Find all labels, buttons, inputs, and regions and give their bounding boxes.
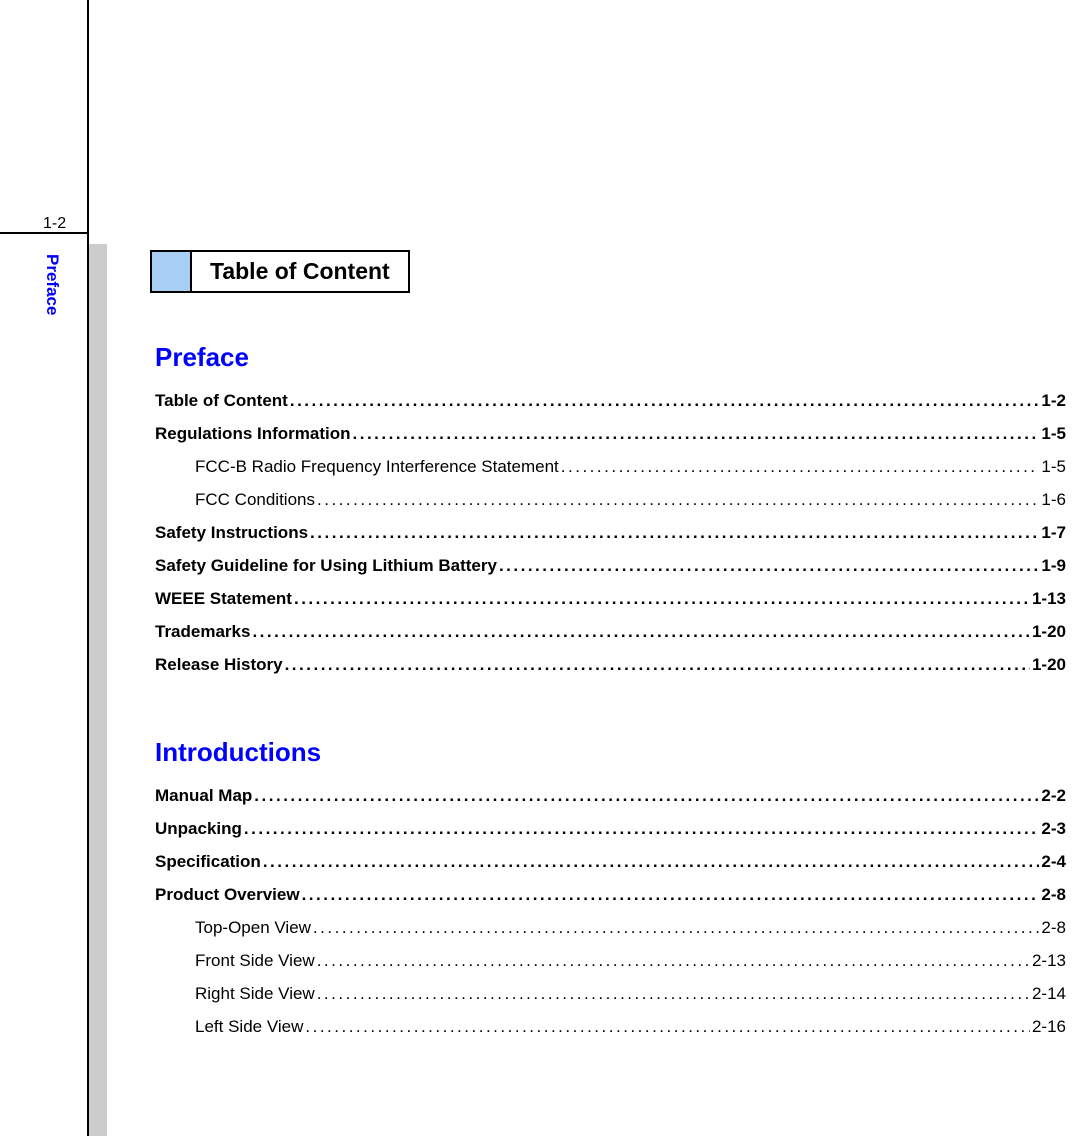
toc-page: 1-20 <box>1032 655 1066 675</box>
toc-page: 1-7 <box>1041 523 1066 543</box>
toc-page: 1-9 <box>1041 556 1066 576</box>
toc-page: 1-2 <box>1041 391 1066 411</box>
toc-page: 2-3 <box>1041 819 1066 839</box>
toc-dots <box>285 655 1030 675</box>
toc-page: 2-8 <box>1041 918 1066 938</box>
toc-row: FCC-B Radio Frequency Interference State… <box>155 457 1066 477</box>
toc-label: Top-Open View <box>195 918 311 938</box>
heading-box-square <box>152 252 192 291</box>
heading-box: Table of Content <box>150 250 410 293</box>
toc-dots <box>244 819 1040 839</box>
toc-label: Safety Guideline for Using Lithium Batte… <box>155 556 497 576</box>
toc-row: FCC Conditions 1-6 <box>155 490 1066 510</box>
gray-strip <box>89 244 107 1136</box>
toc-page: 1-6 <box>1041 490 1066 510</box>
toc-page: 1-13 <box>1032 589 1066 609</box>
toc-dots <box>252 622 1030 642</box>
sidebar-tab-label: Preface <box>42 254 62 315</box>
section-title-preface: Preface <box>155 342 1066 373</box>
toc-dots <box>263 852 1040 872</box>
toc-dots <box>302 885 1040 905</box>
toc-row: Regulations Information 1-5 <box>155 424 1066 444</box>
toc-label: Left Side View <box>195 1017 303 1037</box>
toc-label: Manual Map <box>155 786 252 806</box>
heading-box-text: Table of Content <box>192 252 408 291</box>
toc-row: Release History 1-20 <box>155 655 1066 675</box>
toc-label: Trademarks <box>155 622 250 642</box>
toc-dots <box>499 556 1039 576</box>
toc-dots <box>310 523 1039 543</box>
toc-row: Front Side View 2-13 <box>155 951 1066 971</box>
toc-dots <box>290 391 1040 411</box>
toc-label: Product Overview <box>155 885 300 905</box>
toc-page: 2-2 <box>1041 786 1066 806</box>
toc-page: 1-5 <box>1041 424 1066 444</box>
toc-dots <box>294 589 1030 609</box>
toc-label: Regulations Information <box>155 424 351 444</box>
toc-dots <box>317 951 1030 971</box>
toc-dots <box>305 1017 1030 1037</box>
toc-label: WEEE Statement <box>155 589 292 609</box>
toc-row: Trademarks 1-20 <box>155 622 1066 642</box>
toc-row: Safety Instructions 1-7 <box>155 523 1066 543</box>
toc-label: Release History <box>155 655 283 675</box>
toc-row: Unpacking 2-3 <box>155 819 1066 839</box>
toc-label: Specification <box>155 852 261 872</box>
toc-row: WEEE Statement 1-13 <box>155 589 1066 609</box>
toc-row: Safety Guideline for Using Lithium Batte… <box>155 556 1066 576</box>
toc-dots <box>254 786 1039 806</box>
page-number: 1-2 <box>43 215 66 233</box>
toc-row: Table of Content 1-2 <box>155 391 1066 411</box>
header-rule <box>0 232 87 234</box>
toc-page: 2-16 <box>1032 1017 1066 1037</box>
toc-page: 1-20 <box>1032 622 1066 642</box>
toc-content: Preface Table of Content 1-2 Regulations… <box>155 342 1066 1050</box>
toc-label: FCC-B Radio Frequency Interference State… <box>195 457 559 477</box>
section-title-introductions: Introductions <box>155 737 1066 768</box>
toc-dots <box>353 424 1040 444</box>
toc-page: 2-13 <box>1032 951 1066 971</box>
toc-label: Front Side View <box>195 951 315 971</box>
toc-row: Product Overview 2-8 <box>155 885 1066 905</box>
toc-label: Right Side View <box>195 984 315 1004</box>
toc-page: 2-4 <box>1041 852 1066 872</box>
toc-page: 1-5 <box>1041 457 1066 477</box>
toc-label: FCC Conditions <box>195 490 315 510</box>
toc-label: Table of Content <box>155 391 288 411</box>
toc-label: Safety Instructions <box>155 523 308 543</box>
toc-page: 2-14 <box>1032 984 1066 1004</box>
toc-dots <box>317 490 1039 510</box>
toc-label: Unpacking <box>155 819 242 839</box>
toc-page: 2-8 <box>1041 885 1066 905</box>
toc-row: Manual Map 2-2 <box>155 786 1066 806</box>
toc-row: Left Side View 2-16 <box>155 1017 1066 1037</box>
toc-dots <box>317 984 1030 1004</box>
toc-row: Right Side View 2-14 <box>155 984 1066 1004</box>
toc-dots <box>561 457 1040 477</box>
toc-row: Specification 2-4 <box>155 852 1066 872</box>
toc-dots <box>313 918 1040 938</box>
toc-row: Top-Open View 2-8 <box>155 918 1066 938</box>
